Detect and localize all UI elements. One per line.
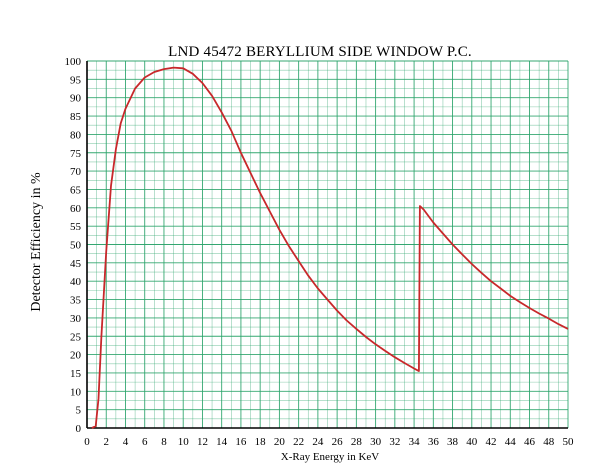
x-tick-label: 18 bbox=[255, 436, 267, 448]
grid bbox=[86, 60, 569, 429]
x-tick-label: 4 bbox=[123, 436, 129, 448]
x-tick-label: 44 bbox=[505, 436, 517, 448]
x-tick-label: 28 bbox=[351, 436, 363, 448]
x-tick-label: 6 bbox=[142, 436, 148, 448]
y-tick-label: 55 bbox=[70, 221, 82, 233]
y-tick-label: 50 bbox=[70, 240, 82, 252]
y-tick-label: 70 bbox=[70, 166, 82, 178]
tick-labels: 0510152025303540455055606570758085909510… bbox=[65, 56, 575, 448]
y-tick-label: 25 bbox=[70, 331, 82, 343]
y-tick-label: 75 bbox=[70, 148, 82, 160]
x-tick-label: 10 bbox=[178, 436, 190, 448]
y-tick-label: 15 bbox=[70, 368, 82, 380]
x-tick-label: 50 bbox=[563, 436, 575, 448]
x-tick-label: 26 bbox=[332, 436, 344, 448]
y-tick-label: 30 bbox=[70, 313, 82, 325]
y-tick-label: 100 bbox=[65, 56, 82, 68]
x-tick-label: 22 bbox=[293, 436, 304, 448]
y-tick-label: 20 bbox=[70, 350, 82, 362]
y-tick-label: 0 bbox=[76, 423, 82, 435]
chart-title: LND 45472 BERYLLIUM SIDE WINDOW P.C. bbox=[168, 44, 472, 60]
y-tick-label: 35 bbox=[70, 295, 82, 307]
x-tick-label: 32 bbox=[389, 436, 400, 448]
x-tick-label: 0 bbox=[84, 436, 90, 448]
x-tick-label: 38 bbox=[447, 436, 459, 448]
series bbox=[91, 66, 569, 429]
x-tick-label: 8 bbox=[161, 436, 167, 448]
x-tick-label: 48 bbox=[543, 436, 555, 448]
y-tick-label: 90 bbox=[70, 93, 82, 105]
y-tick-label: 65 bbox=[70, 184, 82, 196]
y-tick-label: 60 bbox=[70, 203, 82, 215]
y-tick-label: 10 bbox=[70, 386, 82, 398]
x-tick-label: 24 bbox=[312, 436, 324, 448]
x-tick-label: 12 bbox=[197, 436, 208, 448]
x-tick-label: 16 bbox=[235, 436, 247, 448]
y-tick-label: 45 bbox=[70, 258, 82, 270]
x-tick-label: 36 bbox=[428, 436, 440, 448]
y-tick-label: 80 bbox=[70, 129, 82, 141]
x-tick-label: 30 bbox=[370, 436, 382, 448]
x-tick-label: 34 bbox=[409, 436, 421, 448]
x-tick-label: 42 bbox=[486, 436, 497, 448]
y-tick-label: 85 bbox=[70, 111, 82, 123]
y-tick-label: 95 bbox=[70, 74, 82, 86]
x-tick-label: 20 bbox=[274, 436, 286, 448]
y-tick-label: 40 bbox=[70, 276, 82, 288]
efficiency-curve bbox=[91, 66, 569, 429]
x-tick-label: 14 bbox=[216, 436, 228, 448]
y-tick-label: 5 bbox=[76, 405, 82, 417]
x-tick-label: 40 bbox=[466, 436, 478, 448]
x-axis-label: X-Ray Energy in KeV bbox=[280, 451, 380, 463]
x-tick-label: 2 bbox=[103, 436, 109, 448]
x-tick-label: 46 bbox=[524, 436, 536, 448]
